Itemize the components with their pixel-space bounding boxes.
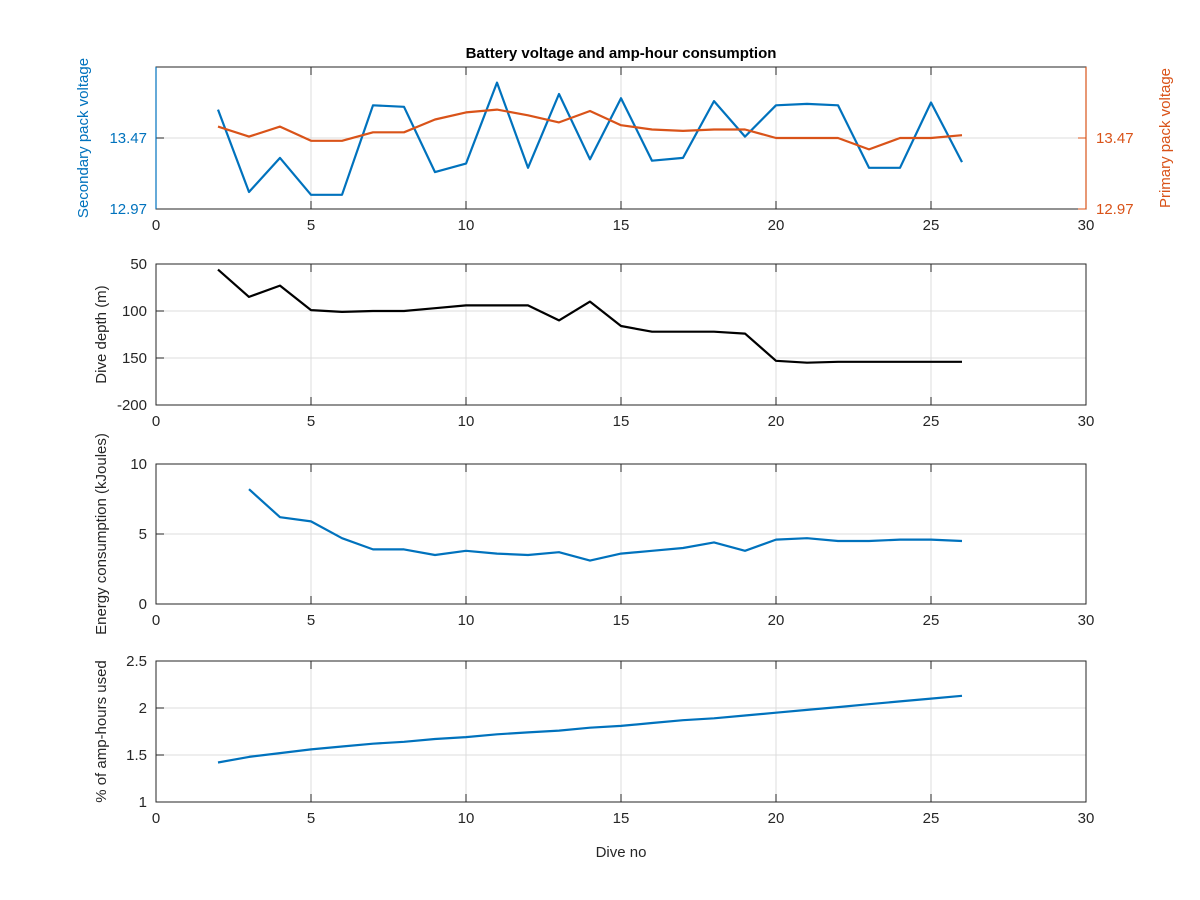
y-tick-label: 1.5 [126, 747, 147, 764]
x-tick-label: 0 [152, 612, 160, 629]
x-tick-label: 20 [768, 413, 785, 430]
y-tick-label: 50 [130, 256, 147, 273]
series-line-2 [217, 108, 963, 151]
x-tick-label: 10 [458, 413, 475, 430]
y-tick-label: 5 [139, 526, 147, 543]
x-tick-label: 0 [152, 217, 160, 234]
x-tick-label: 30 [1078, 810, 1095, 827]
x-tick-label: 25 [923, 217, 940, 234]
x-tick-label: 30 [1078, 413, 1095, 430]
y-tick-label: 2 [139, 700, 147, 717]
y-axis-label: % of amp-hours used [93, 660, 110, 803]
x-tick-label: 15 [613, 413, 630, 430]
y-tick-label: 0 [139, 596, 147, 613]
y-tick-label: 100 [122, 303, 147, 320]
panel-1: 0 5 10 15 20 25 3012.9713.4712.9713.47Secondar… [75, 45, 1174, 234]
y-tick-label: 150 [122, 350, 147, 367]
x-tick-label: 15 [613, 612, 630, 629]
x-tick-label: 25 [923, 810, 940, 827]
y-axis-label: Energy consumption (kJoules) [93, 433, 110, 635]
x-tick-label: 30 [1078, 217, 1095, 234]
series-line-1 [217, 694, 963, 764]
y-right-tick-label: 12.97 [1096, 201, 1134, 218]
x-tick-label: 20 [768, 217, 785, 234]
x-tick-label: 15 [613, 810, 630, 827]
y-axis-label: Dive depth (m) [93, 285, 110, 383]
x-tick-label: 5 [307, 810, 315, 827]
x-tick-label: 10 [458, 810, 475, 827]
y-tick-label: 2.5 [126, 653, 147, 670]
x-tick-label: 5 [307, 413, 315, 430]
x-tick-label: 5 [307, 217, 315, 234]
y-right-tick-label: 13.47 [1096, 130, 1134, 147]
x-tick-label: 5 [307, 612, 315, 629]
x-tick-label: 0 [152, 413, 160, 430]
series-line-1 [217, 268, 962, 364]
x-tick-label: 10 [458, 612, 475, 629]
y-tick-label: 13.47 [109, 130, 147, 147]
x-tick-label: 30 [1078, 612, 1095, 629]
series-line-1 [248, 488, 963, 562]
x-tick-label: 25 [923, 413, 940, 430]
x-axis-label: Dive no [596, 844, 647, 861]
y-tick-label: 10 [130, 456, 147, 473]
y-tick-label: 1 [139, 794, 147, 811]
x-tick-label: 20 [768, 810, 785, 827]
chart-title: Battery voltage and amp-hour consumption [466, 45, 777, 62]
x-tick-label: 25 [923, 612, 940, 629]
x-tick-label: 15 [613, 217, 630, 234]
panel-2: 0 5 10 15 20 25 30 50 100 150 -200 Dive depth (m) [93, 256, 1094, 430]
series-line-1 [216, 81, 963, 196]
x-tick-label: 0 [152, 810, 160, 827]
panel-3: 0 5 10 15 20 25 30 0 5 10 Energy consumption (kJou… [93, 433, 1094, 635]
panel-4: 0 5 10 15 20 25 30 1 1.5 2 2.5 % of amp-hours used D… [93, 653, 1094, 861]
y-axis-label: Secondary pack voltage [75, 58, 92, 218]
y-tick-label: 12.97 [109, 201, 147, 218]
y-tick-label: -200 [117, 397, 147, 414]
x-tick-label: 10 [458, 217, 475, 234]
x-tick-label: 20 [768, 612, 785, 629]
y-right-axis-label: Primary pack voltage [1157, 68, 1174, 208]
